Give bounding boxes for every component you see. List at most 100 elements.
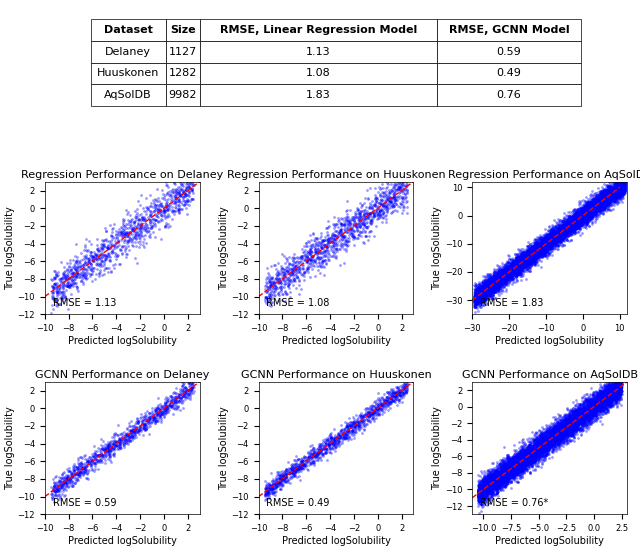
Point <box>537 444 547 453</box>
Point <box>593 394 604 403</box>
Point <box>550 235 561 244</box>
Point <box>481 289 491 298</box>
Point <box>562 431 572 440</box>
Point <box>489 275 499 284</box>
Point <box>546 429 556 437</box>
Point <box>593 196 604 205</box>
Point <box>551 236 561 244</box>
Point <box>547 425 557 434</box>
Point <box>323 231 333 240</box>
Point <box>510 266 520 275</box>
Point <box>93 456 103 465</box>
Point <box>585 210 595 218</box>
Point <box>572 419 582 427</box>
Point <box>506 464 516 473</box>
Point <box>475 487 485 496</box>
Point <box>59 478 69 487</box>
Point <box>514 262 524 270</box>
Point <box>539 239 549 248</box>
Point <box>500 472 510 481</box>
Point <box>542 437 552 446</box>
Point <box>332 232 342 241</box>
Point <box>285 469 296 478</box>
Point <box>582 208 593 217</box>
Point <box>130 232 140 241</box>
Point <box>596 403 606 412</box>
Point <box>507 469 517 478</box>
Point <box>602 390 612 399</box>
Point <box>557 431 568 440</box>
Point <box>316 253 326 262</box>
Point <box>592 398 602 406</box>
Point <box>525 452 535 461</box>
Point <box>549 232 559 241</box>
Point <box>533 439 543 448</box>
Point <box>266 476 276 485</box>
Point <box>554 229 564 238</box>
Point <box>569 424 579 432</box>
Point <box>602 399 612 408</box>
Point <box>539 247 549 255</box>
Point <box>516 267 526 276</box>
Point <box>511 255 522 264</box>
Point <box>541 436 552 445</box>
Point <box>597 198 607 207</box>
Point <box>485 484 495 493</box>
Point <box>532 243 542 252</box>
Point <box>177 382 188 390</box>
Point <box>602 200 612 209</box>
Point <box>108 233 118 242</box>
Point <box>487 490 497 499</box>
Point <box>122 429 132 438</box>
Point <box>531 244 541 253</box>
Point <box>511 456 521 465</box>
Point <box>620 185 630 194</box>
Point <box>479 473 490 482</box>
Point <box>387 394 397 403</box>
Point <box>618 185 628 194</box>
Point <box>587 414 597 422</box>
Point <box>550 237 560 246</box>
Point <box>551 232 561 241</box>
Point <box>607 390 617 399</box>
Point <box>564 425 574 434</box>
Point <box>572 208 582 217</box>
Point <box>541 432 551 441</box>
Point <box>330 248 340 257</box>
Point <box>500 471 511 480</box>
Point <box>180 191 190 200</box>
Point <box>549 228 559 237</box>
Point <box>588 405 598 414</box>
Point <box>612 380 623 389</box>
Point <box>575 221 586 229</box>
Point <box>150 419 160 428</box>
Point <box>530 243 540 252</box>
Point <box>516 262 526 271</box>
Point <box>574 410 584 419</box>
Point <box>575 415 586 424</box>
Point <box>490 274 500 283</box>
Point <box>527 433 537 442</box>
Point <box>612 184 623 192</box>
Point <box>508 263 518 272</box>
Point <box>104 256 115 265</box>
Point <box>553 418 563 426</box>
Point <box>615 181 625 190</box>
Point <box>562 419 572 427</box>
Point <box>598 190 608 199</box>
Point <box>599 195 609 204</box>
Point <box>476 489 486 498</box>
Point <box>474 490 484 499</box>
Point <box>598 204 608 213</box>
Point <box>603 197 613 206</box>
Point <box>374 199 384 208</box>
Point <box>550 428 561 437</box>
Point <box>563 425 573 434</box>
Point <box>521 254 531 263</box>
Point <box>567 406 577 415</box>
Point <box>510 270 520 279</box>
Point <box>510 266 520 275</box>
Point <box>604 200 614 209</box>
Point <box>538 235 548 244</box>
Point <box>484 486 494 494</box>
